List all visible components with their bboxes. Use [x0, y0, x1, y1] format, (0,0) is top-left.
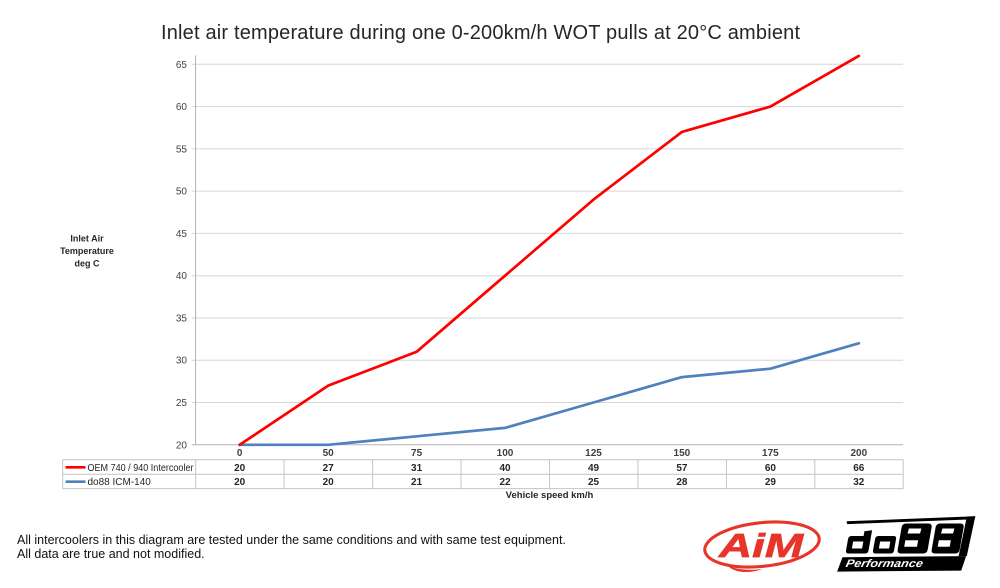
svg-text:200: 200 [850, 448, 867, 459]
svg-text:20: 20 [323, 477, 335, 488]
svg-text:Inlet Air: Inlet Air [70, 233, 104, 243]
svg-text:40: 40 [499, 463, 511, 474]
svg-text:30: 30 [176, 356, 188, 367]
svg-text:28: 28 [676, 477, 688, 488]
svg-text:55: 55 [176, 144, 188, 155]
svg-text:175: 175 [762, 448, 779, 459]
svg-text:100: 100 [497, 448, 514, 459]
svg-text:29: 29 [765, 477, 777, 488]
svg-text:All intercoolers in this diagr: All intercoolers in this diagram are tes… [17, 533, 566, 547]
svg-text:22: 22 [499, 477, 511, 488]
svg-text:Temperature: Temperature [60, 246, 114, 256]
svg-text:AiM: AiM [718, 527, 805, 564]
svg-text:21: 21 [411, 477, 423, 488]
svg-text:20: 20 [234, 477, 246, 488]
svg-text:OEM 740 / 940 Intercooler: OEM 740 / 940 Intercooler [88, 463, 195, 474]
svg-text:25: 25 [176, 398, 188, 409]
svg-text:0: 0 [237, 448, 243, 459]
svg-text:65: 65 [176, 60, 188, 71]
svg-text:35: 35 [176, 314, 188, 325]
svg-text:20: 20 [234, 463, 246, 474]
svg-text:40: 40 [176, 271, 188, 282]
svg-text:25: 25 [588, 477, 600, 488]
svg-text:do88 ICM-140: do88 ICM-140 [88, 477, 152, 488]
svg-text:Inlet air temperature during o: Inlet air temperature during one 0-200km… [161, 22, 800, 44]
svg-text:49: 49 [588, 463, 600, 474]
svg-text:deg C: deg C [74, 259, 100, 269]
svg-text:31: 31 [411, 463, 423, 474]
svg-text:60: 60 [176, 102, 188, 113]
svg-text:75: 75 [411, 448, 423, 459]
svg-text:50: 50 [323, 448, 335, 459]
svg-text:66: 66 [853, 463, 865, 474]
svg-text:60: 60 [765, 463, 777, 474]
svg-text:All data are true and not modi: All data are true and not modified. [17, 547, 205, 561]
svg-text:57: 57 [676, 463, 688, 474]
svg-text:20: 20 [176, 440, 188, 451]
svg-text:Performance: Performance [845, 558, 925, 570]
svg-text:50: 50 [176, 187, 188, 198]
svg-text:32: 32 [853, 477, 865, 488]
svg-text:150: 150 [674, 448, 691, 459]
svg-text:Vehicle speed km/h: Vehicle speed km/h [506, 490, 594, 501]
svg-text:45: 45 [176, 229, 188, 240]
svg-text:125: 125 [585, 448, 602, 459]
svg-text:27: 27 [323, 463, 335, 474]
